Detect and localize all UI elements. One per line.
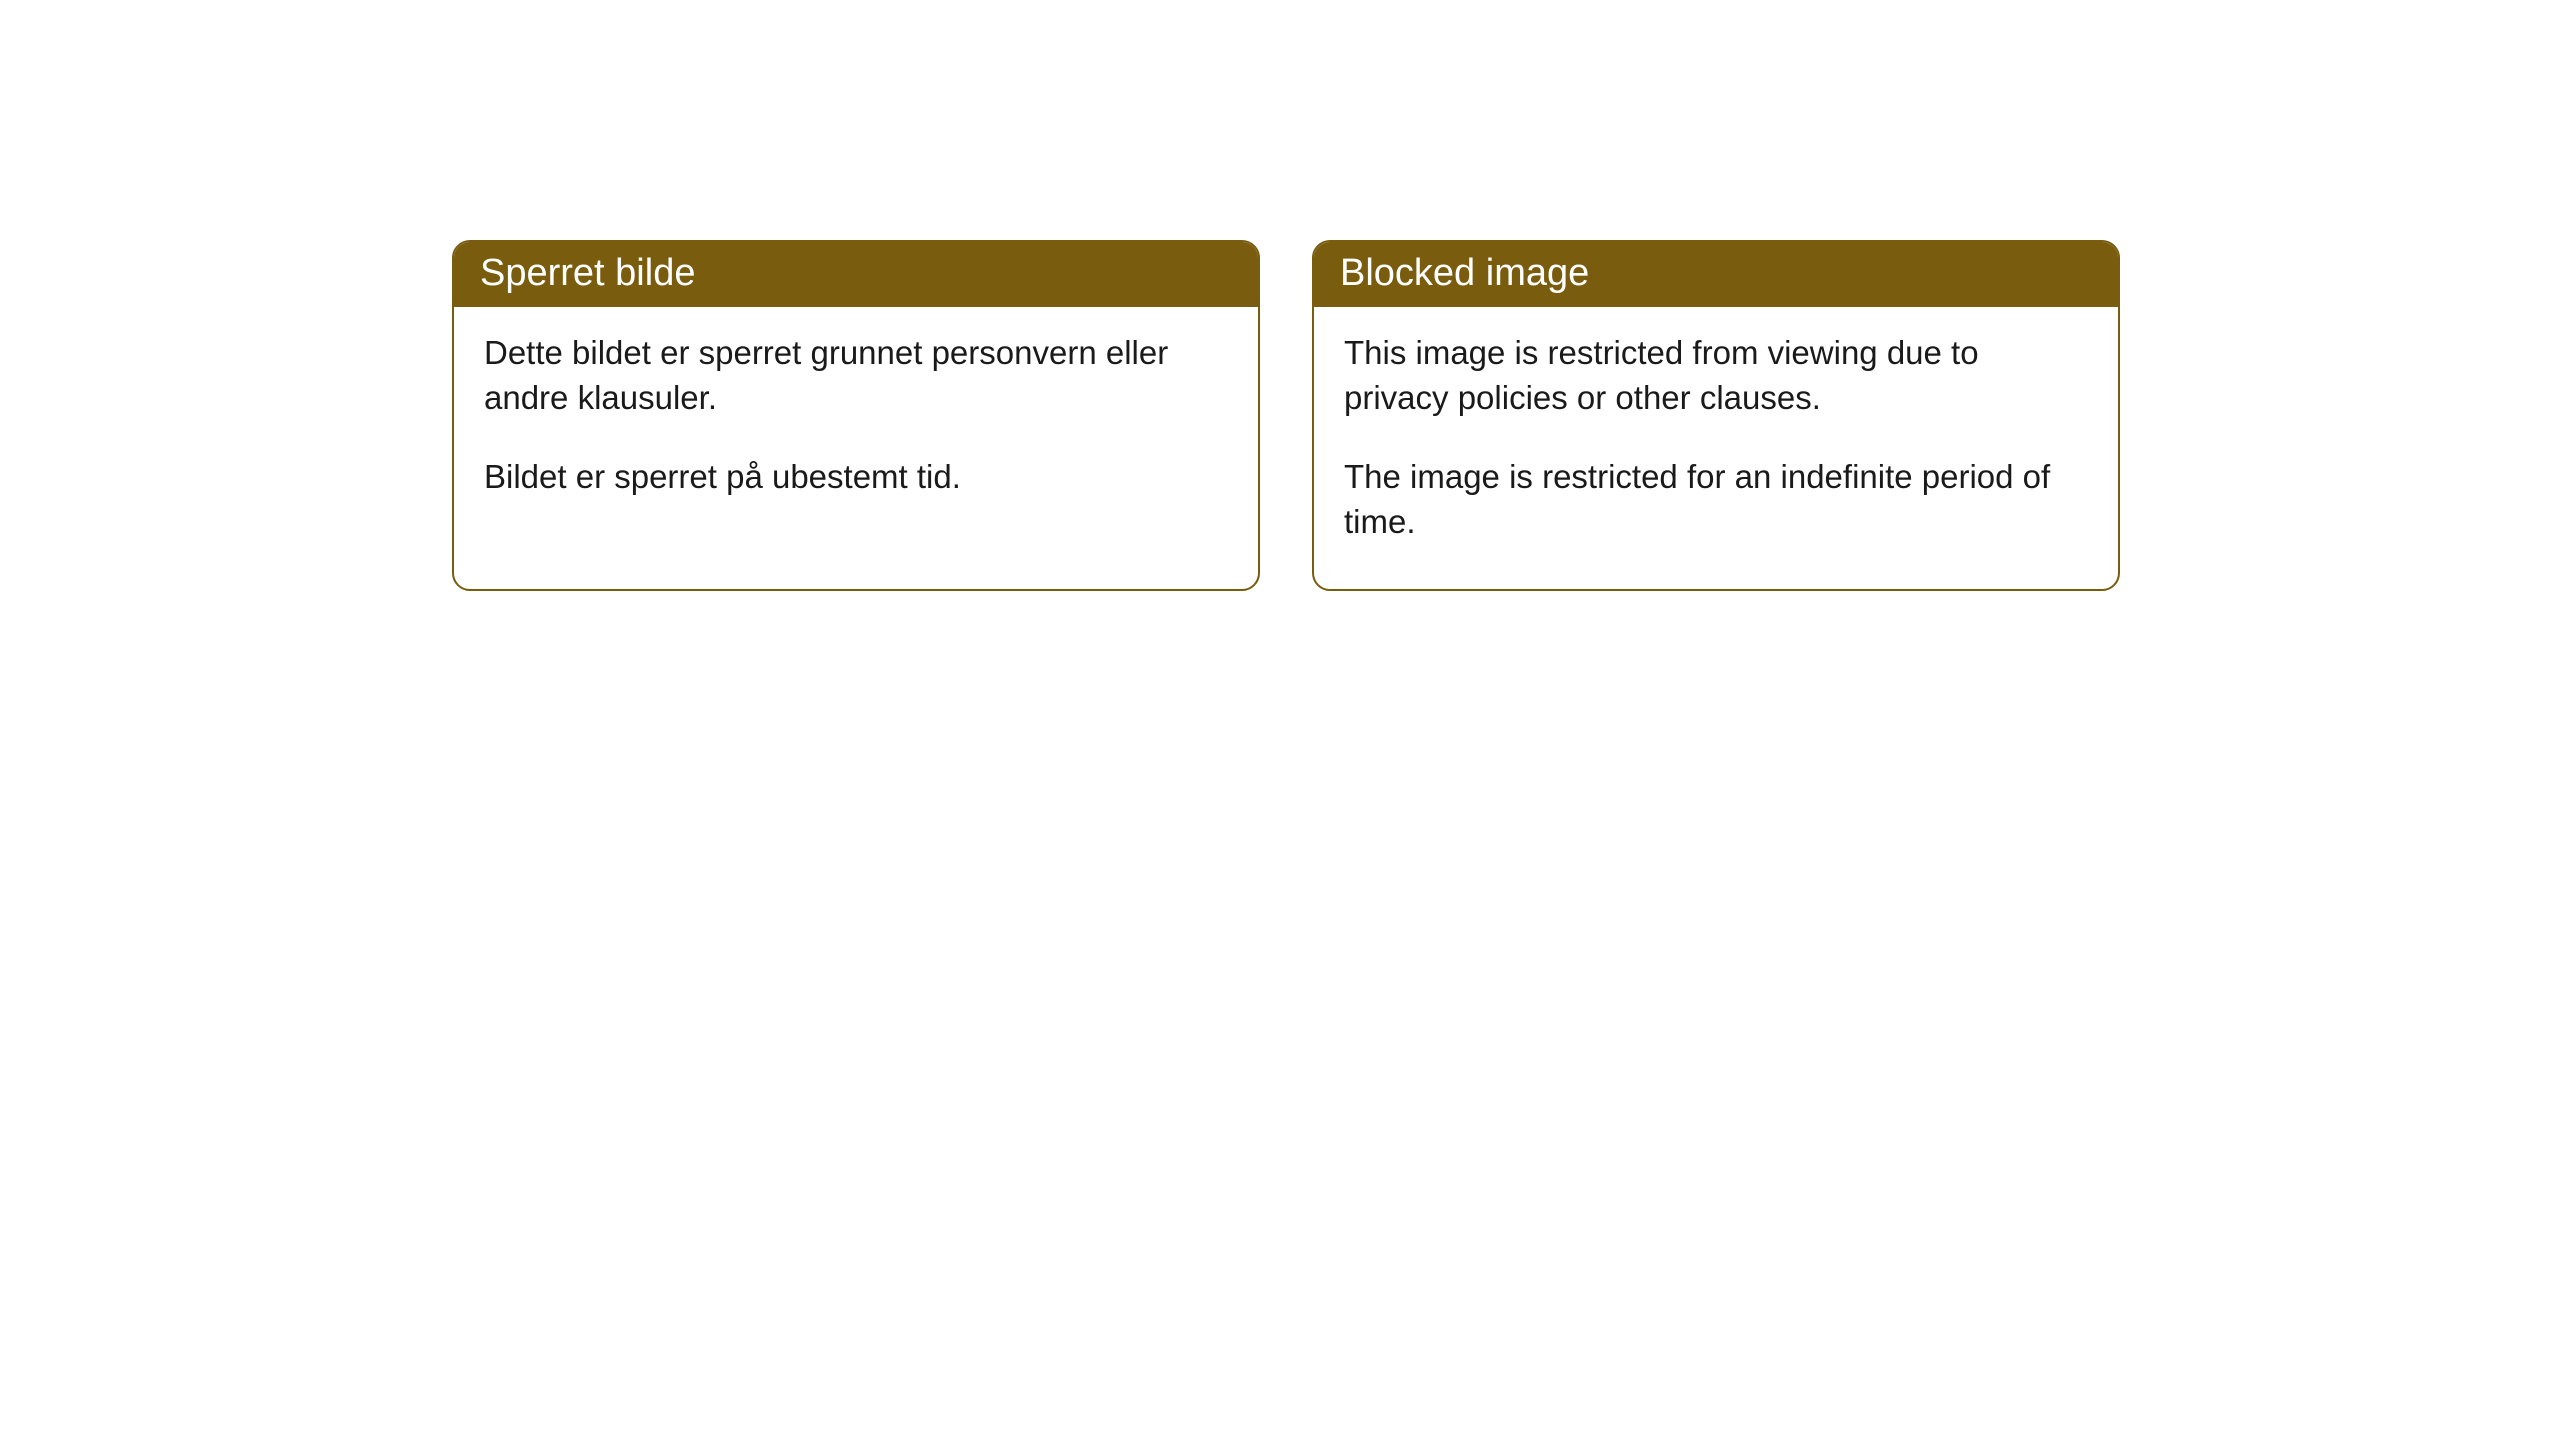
card-body: This image is restricted from viewing du… [1314,307,2118,589]
blocked-image-card-en: Blocked image This image is restricted f… [1312,240,2120,591]
card-header: Sperret bilde [454,242,1258,307]
card-body: Dette bildet er sperret grunnet personve… [454,307,1258,544]
card-paragraph: Dette bildet er sperret grunnet personve… [484,331,1228,421]
card-title: Sperret bilde [480,252,695,294]
card-header: Blocked image [1314,242,2118,307]
card-paragraph: Bildet er sperret på ubestemt tid. [484,455,1228,500]
cards-container: Sperret bilde Dette bildet er sperret gr… [0,0,2560,591]
card-title: Blocked image [1340,252,1589,294]
blocked-image-card-no: Sperret bilde Dette bildet er sperret gr… [452,240,1260,591]
card-paragraph: The image is restricted for an indefinit… [1344,455,2088,545]
card-paragraph: This image is restricted from viewing du… [1344,331,2088,421]
